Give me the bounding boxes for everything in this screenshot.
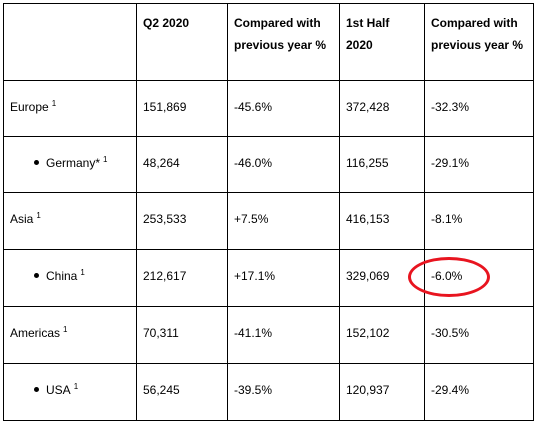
h1-value-cell: 116,255 [339, 136, 425, 193]
h1-value-cell: 329,069 [339, 249, 425, 307]
table-row: China 1 212,617 +17.1% 329,069 -6.0% [3, 249, 534, 307]
header-h1-change: Compared with previous year % [424, 3, 534, 81]
h1-value-cell: 416,153 [339, 192, 425, 250]
footnote-marker: 1 [51, 99, 57, 108]
region-cell: Asia 1 [3, 192, 137, 250]
header-q2-2020: Q2 2020 [136, 3, 228, 81]
table-body: Europe 1 151,869 -45.6% 372,428 -32.3% Germany… [3, 80, 534, 421]
bullet-icon [34, 273, 39, 278]
h1-change-cell: -32.3% [424, 80, 534, 137]
region-cell: Europe 1 [3, 80, 137, 137]
bullet-icon [34, 160, 39, 165]
bullet-icon [34, 387, 39, 392]
q2-change-cell: -45.6% [227, 80, 340, 137]
footnote-marker: 1 [36, 211, 41, 220]
header-q2-change: Compared with previous year % [227, 3, 340, 81]
h1-change-cell: -30.5% [424, 306, 534, 364]
header-1st-half-2020: 1st Half 2020 [339, 3, 425, 81]
table-row: Americas 1 70,311 -41.1% 152,102 -30.5% [3, 306, 534, 364]
sales-table: Q2 2020 Compared with previous year % 1s… [3, 3, 534, 421]
region-label: Europe [10, 100, 49, 114]
region-label: Americas [10, 326, 61, 340]
q2-value-cell: 70,311 [136, 306, 228, 364]
table-row: Germany* 1 48,264 -46.0% 116,255 -29.1% [3, 136, 534, 193]
region-label: China [46, 269, 78, 283]
q2-change-cell: -39.5% [227, 363, 340, 421]
footnote-marker: 1 [63, 325, 68, 334]
h1-value-cell: 120,937 [339, 363, 425, 421]
footnote-marker: 1 [103, 155, 108, 164]
h1-change-cell: -29.1% [424, 136, 534, 193]
subregion-cell: USA 1 [3, 363, 137, 421]
subregion-cell: Germany* 1 [3, 136, 137, 193]
q2-value-cell: 151,869 [136, 80, 228, 137]
q2-change-cell: -46.0% [227, 136, 340, 193]
q2-value-cell: 56,245 [136, 363, 228, 421]
table-row: Asia 1 253,533 +7.5% 416,153 -8.1% [3, 192, 534, 250]
header-row: Q2 2020 Compared with previous year % 1s… [3, 3, 534, 81]
footnote-marker: 1 [73, 382, 79, 391]
table-row: Europe 1 151,869 -45.6% 372,428 -32.3% [3, 80, 534, 137]
q2-change-cell: +7.5% [227, 192, 340, 250]
h1-value-cell: 152,102 [339, 306, 425, 364]
region-label: Germany* [46, 156, 101, 170]
q2-value-cell: 253,533 [136, 192, 228, 250]
h1-change-cell: -8.1% [424, 192, 534, 250]
region-cell: Americas 1 [3, 306, 137, 364]
q2-change-cell: -41.1% [227, 306, 340, 364]
table-row: USA 1 56,245 -39.5% 120,937 -29.4% [3, 363, 534, 421]
region-label: Asia [10, 212, 34, 226]
q2-value-cell: 212,617 [136, 249, 228, 307]
h1-change-cell: -29.4% [424, 363, 534, 421]
h1-change-cell: -6.0% [424, 249, 534, 307]
footnote-marker: 1 [80, 268, 85, 277]
header-cell-empty [3, 3, 137, 81]
h1-value-cell: 372,428 [339, 80, 425, 137]
region-label: USA [46, 383, 71, 397]
q2-value-cell: 48,264 [136, 136, 228, 193]
q2-change-cell: +17.1% [227, 249, 340, 307]
subregion-cell: China 1 [3, 249, 137, 307]
